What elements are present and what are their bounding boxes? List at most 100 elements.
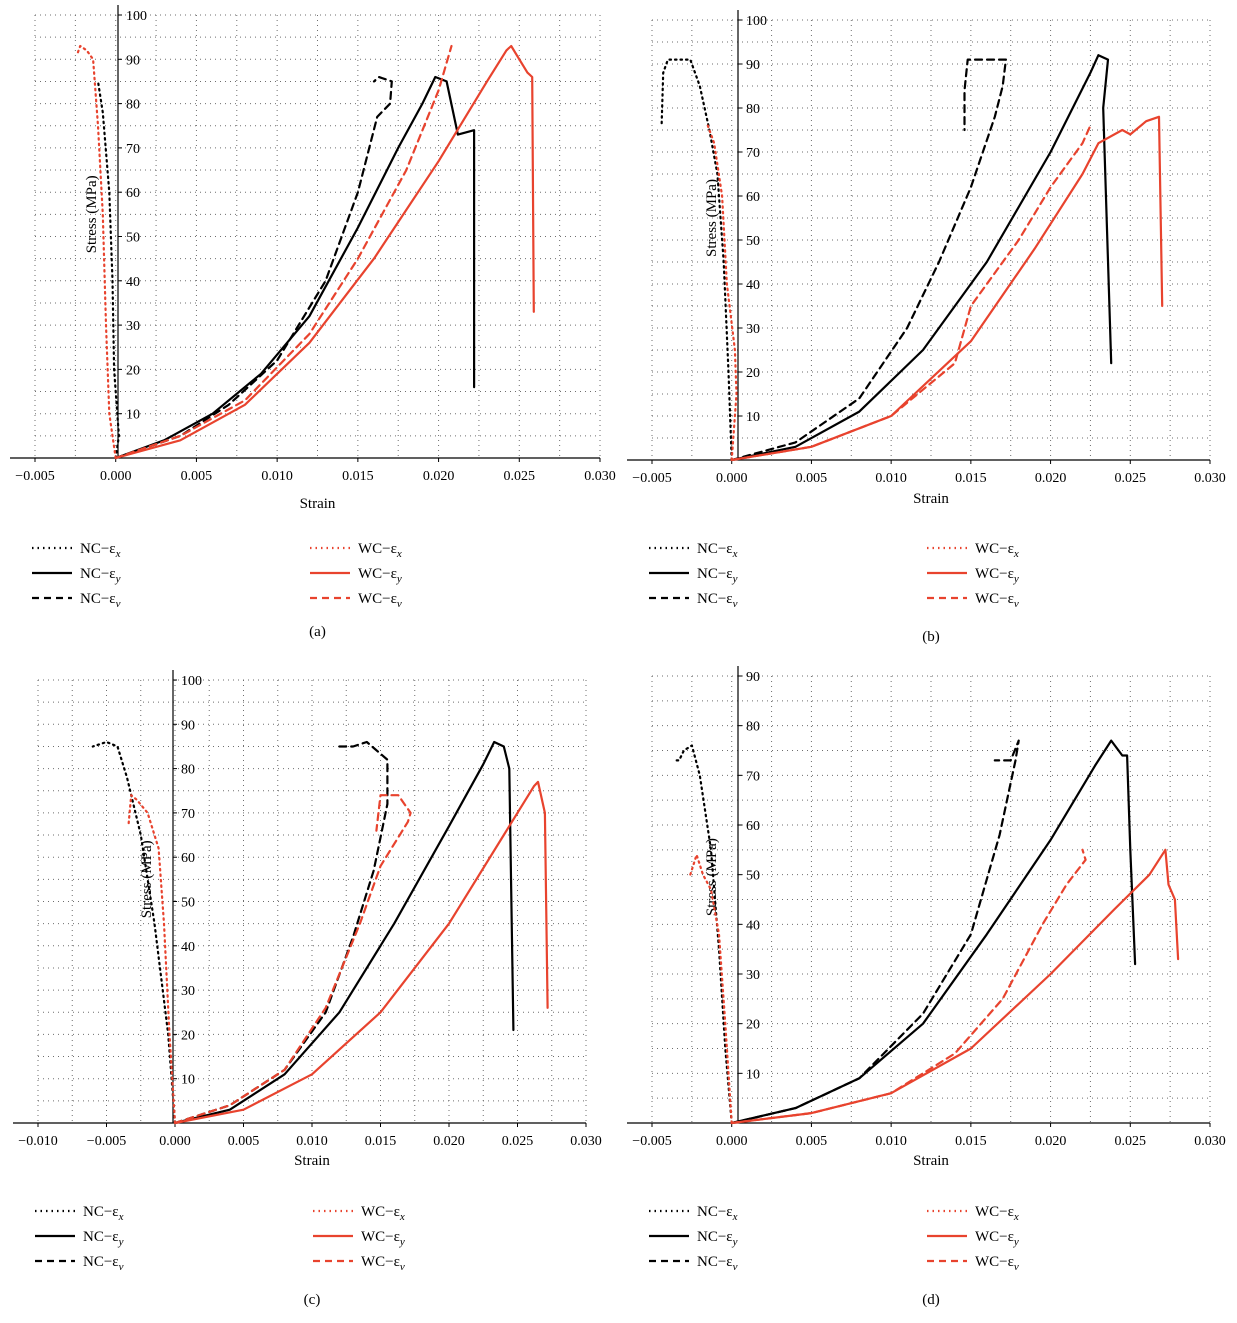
series-line-WC-ex bbox=[706, 124, 738, 462]
series-line-WC-ev bbox=[730, 848, 1087, 1125]
x-tick-label: 0.015 bbox=[955, 1134, 987, 1149]
y-tick-label: 40 bbox=[181, 940, 195, 955]
x-tick-label: 0.025 bbox=[502, 1134, 534, 1149]
x-tick-label: −0.005 bbox=[15, 469, 54, 484]
gridlines bbox=[34, 14, 601, 458]
legend-label: WC−εy bbox=[358, 566, 402, 585]
y-tick-label: 20 bbox=[746, 1018, 760, 1033]
legend-label: WC−εy bbox=[975, 566, 1019, 585]
series-line-NC-ev bbox=[730, 58, 1007, 462]
y-tick-label: 80 bbox=[746, 102, 760, 117]
y-tick-label: 40 bbox=[746, 278, 760, 293]
y-axis-label: Stress (MPa) bbox=[704, 838, 720, 916]
x-tick-label: −0.005 bbox=[632, 1134, 671, 1149]
legend-label: WC−εy bbox=[975, 1229, 1019, 1248]
series-line-WC-ev bbox=[114, 44, 453, 460]
gridlines bbox=[651, 675, 1211, 1123]
y-tick-label: 90 bbox=[746, 670, 760, 685]
y-tick-label: 60 bbox=[746, 190, 760, 205]
y-tick-label: 100 bbox=[126, 9, 147, 24]
legend-label: NC−εy bbox=[697, 1229, 738, 1248]
series-line-NC-ex bbox=[96, 80, 120, 460]
legend-label: NC−εy bbox=[697, 566, 738, 585]
series-line-NC-ev bbox=[730, 739, 1020, 1125]
y-tick-label: 20 bbox=[126, 363, 140, 378]
panel-caption: (c) bbox=[304, 1292, 321, 1308]
series-line-NC-ey bbox=[114, 75, 476, 460]
series-line-WC-ey bbox=[730, 115, 1164, 462]
y-tick-label: 10 bbox=[746, 1067, 760, 1082]
series-line-WC-ey bbox=[114, 44, 535, 460]
y-tick-label: 10 bbox=[746, 410, 760, 425]
series-line-WC-ev bbox=[730, 124, 1092, 462]
y-tick-label: 90 bbox=[746, 58, 760, 73]
legend-label: NC−εx bbox=[83, 1204, 124, 1223]
x-tick-label: 0.020 bbox=[433, 1134, 465, 1149]
x-tick-label: 0.025 bbox=[504, 469, 536, 484]
y-tick-label: 10 bbox=[126, 408, 140, 423]
legend-label: WC−εv bbox=[975, 1254, 1019, 1273]
series-line-NC-ev bbox=[114, 75, 393, 460]
x-tick-label: −0.010 bbox=[18, 1134, 57, 1149]
y-tick-label: 30 bbox=[181, 984, 195, 999]
x-axis-label: Strain bbox=[913, 1153, 949, 1169]
y-tick-label: 40 bbox=[746, 918, 760, 933]
chart-panel-d: −0.005 0.000 0.005 0.010 0.015 0.020 0.025 0.03… bbox=[627, 666, 1226, 1308]
y-tick-label: 70 bbox=[126, 142, 140, 157]
chart-panel-a: −0.005 0.000 0.005 0.010 0.015 0.020 0.025 0.03… bbox=[10, 5, 616, 640]
series-line-NC-ey bbox=[730, 739, 1137, 1125]
y-tick-label: 100 bbox=[181, 674, 202, 689]
x-tick-label: 0.005 bbox=[796, 471, 828, 486]
y-tick-label: 30 bbox=[746, 322, 760, 337]
y-axis-label: Stress (MPa) bbox=[704, 179, 720, 257]
y-tick-label: 90 bbox=[126, 53, 140, 68]
x-tick-label: 0.020 bbox=[1035, 471, 1067, 486]
legend-label: NC−εv bbox=[83, 1254, 124, 1273]
legend: NC−εx NC−εy NC−εv WC−εx WC−εy WC−εv bbox=[649, 541, 1019, 610]
y-tick-label: 80 bbox=[126, 98, 140, 113]
y-tick-label: 30 bbox=[746, 968, 760, 983]
y-tick-label: 60 bbox=[181, 851, 195, 866]
series-line-NC-ex bbox=[91, 740, 177, 1125]
x-axis-label: Strain bbox=[300, 496, 336, 512]
legend: NC−εx NC−εy NC−εv WC−εx WC−εy WC−εv bbox=[35, 1204, 405, 1273]
series-line-WC-ev bbox=[173, 794, 412, 1125]
legend-label: NC−εx bbox=[80, 541, 121, 560]
legend-label: WC−εx bbox=[975, 541, 1019, 560]
x-tick-label: 0.000 bbox=[716, 471, 748, 486]
legend-label: WC−εx bbox=[358, 541, 402, 560]
chart-panel-b: −0.005 0.000 0.005 0.010 0.015 0.020 0.025 0.03… bbox=[627, 10, 1226, 645]
y-tick-label: 60 bbox=[746, 819, 760, 834]
x-axis-label: Strain bbox=[913, 491, 949, 507]
y-tick-label: 20 bbox=[181, 1028, 195, 1043]
legend-label: NC−εy bbox=[80, 566, 121, 585]
legend-label: WC−εx bbox=[975, 1204, 1019, 1223]
legend: NC−εx NC−εy NC−εv WC−εx WC−εy WC−εv bbox=[32, 541, 402, 610]
y-tick-label: 40 bbox=[126, 275, 140, 290]
x-tick-label: 0.015 bbox=[342, 469, 374, 484]
x-tick-label: 0.030 bbox=[1194, 471, 1226, 486]
x-tick-label: 0.015 bbox=[955, 471, 987, 486]
legend-label: WC−εx bbox=[361, 1204, 405, 1223]
series-line-WC-ey bbox=[173, 780, 549, 1125]
x-tick-label: 0.030 bbox=[584, 469, 616, 484]
series-line-NC-ey bbox=[730, 54, 1113, 462]
legend-label: WC−εv bbox=[358, 591, 402, 610]
series-line-NC-ex bbox=[671, 744, 733, 1125]
gridlines bbox=[651, 19, 1211, 460]
x-tick-label: 0.010 bbox=[875, 1134, 907, 1149]
series-line-WC-ex bbox=[127, 794, 177, 1125]
y-tick-label: 70 bbox=[746, 146, 760, 161]
x-tick-label: 0.010 bbox=[296, 1134, 328, 1149]
x-tick-label: 0.010 bbox=[261, 469, 293, 484]
panel-caption: (a) bbox=[309, 624, 326, 640]
legend-label: NC−εv bbox=[80, 591, 121, 610]
y-tick-label: 60 bbox=[126, 186, 140, 201]
legend-label: NC−εv bbox=[697, 1254, 738, 1273]
x-tick-label: 0.005 bbox=[181, 469, 213, 484]
x-tick-label: −0.005 bbox=[87, 1134, 126, 1149]
x-tick-label: 0.015 bbox=[365, 1134, 397, 1149]
y-tick-label: 50 bbox=[181, 896, 195, 911]
y-tick-label: 50 bbox=[746, 869, 760, 884]
legend-label: WC−εv bbox=[361, 1254, 405, 1273]
